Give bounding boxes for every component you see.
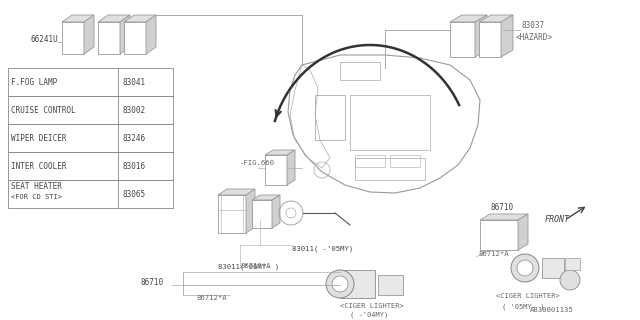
Bar xyxy=(8,180,173,208)
Text: CRUISE CONTROL: CRUISE CONTROL xyxy=(11,106,76,115)
Bar xyxy=(565,258,580,270)
Text: 83016: 83016 xyxy=(122,162,145,171)
Text: 83011('06MY- ): 83011('06MY- ) xyxy=(218,263,279,269)
Bar xyxy=(355,155,385,167)
Polygon shape xyxy=(98,15,130,22)
Text: <HAZARD>: <HAZARD> xyxy=(516,33,553,42)
Text: INTER COOLER: INTER COOLER xyxy=(11,162,67,171)
Circle shape xyxy=(332,276,348,292)
Text: 83041: 83041 xyxy=(122,77,145,86)
Polygon shape xyxy=(265,150,295,155)
Bar xyxy=(8,68,173,96)
Text: 83065: 83065 xyxy=(122,189,145,198)
Text: ( '05MY- ): ( '05MY- ) xyxy=(502,303,545,309)
Polygon shape xyxy=(479,22,501,57)
Text: 86712*A: 86712*A xyxy=(196,295,227,301)
Polygon shape xyxy=(246,189,255,233)
Bar xyxy=(8,124,173,152)
Text: F.FOG LAMP: F.FOG LAMP xyxy=(11,77,57,86)
Text: 66241U: 66241U xyxy=(30,35,58,44)
Bar xyxy=(350,95,430,150)
Polygon shape xyxy=(265,155,287,185)
Bar xyxy=(315,95,345,140)
Text: <CIGER LIGHTER>: <CIGER LIGHTER> xyxy=(496,293,560,299)
Polygon shape xyxy=(252,195,280,200)
Circle shape xyxy=(560,270,580,290)
Circle shape xyxy=(511,254,539,282)
Text: 83037: 83037 xyxy=(522,21,545,30)
Polygon shape xyxy=(218,195,246,233)
Polygon shape xyxy=(450,22,475,57)
Polygon shape xyxy=(146,15,156,54)
Text: ( -'04MY): ( -'04MY) xyxy=(350,311,388,317)
Polygon shape xyxy=(98,22,120,54)
Text: SEAT HEATER: SEAT HEATER xyxy=(11,182,62,191)
Bar xyxy=(340,62,380,80)
Text: -FIG.660: -FIG.660 xyxy=(240,160,275,166)
Text: 83011( -'05MY): 83011( -'05MY) xyxy=(292,245,353,252)
Bar xyxy=(8,96,173,124)
Polygon shape xyxy=(120,15,130,54)
Polygon shape xyxy=(124,15,156,22)
Polygon shape xyxy=(288,55,480,193)
Text: 86710: 86710 xyxy=(140,278,163,287)
Polygon shape xyxy=(62,15,94,22)
Text: <CIGER LIGHTER>: <CIGER LIGHTER> xyxy=(340,303,404,309)
Circle shape xyxy=(326,270,354,298)
Text: 83246: 83246 xyxy=(122,133,145,142)
Bar xyxy=(355,158,425,180)
Bar xyxy=(340,270,375,298)
Polygon shape xyxy=(218,189,255,195)
Polygon shape xyxy=(287,150,295,185)
Bar xyxy=(378,275,403,295)
Text: 83002: 83002 xyxy=(122,106,145,115)
Text: WIPER DEICER: WIPER DEICER xyxy=(11,133,67,142)
Polygon shape xyxy=(480,220,518,250)
Polygon shape xyxy=(62,22,84,54)
Polygon shape xyxy=(450,15,487,22)
Polygon shape xyxy=(518,214,528,250)
Polygon shape xyxy=(479,15,513,22)
Text: A830001135: A830001135 xyxy=(530,307,573,313)
Polygon shape xyxy=(501,15,513,57)
Polygon shape xyxy=(480,214,528,220)
Text: 86710: 86710 xyxy=(490,203,513,212)
Text: 86711*A: 86711*A xyxy=(240,263,271,269)
Bar xyxy=(390,155,420,167)
Text: <FOR CD STI>: <FOR CD STI> xyxy=(11,194,62,200)
Polygon shape xyxy=(124,22,146,54)
Circle shape xyxy=(517,260,533,276)
Text: FRONT: FRONT xyxy=(545,215,570,224)
Bar xyxy=(542,258,564,278)
Polygon shape xyxy=(84,15,94,54)
Polygon shape xyxy=(475,15,487,57)
Polygon shape xyxy=(272,195,280,228)
Bar xyxy=(8,152,173,180)
Polygon shape xyxy=(252,200,272,228)
Text: 86712*A: 86712*A xyxy=(478,251,509,257)
